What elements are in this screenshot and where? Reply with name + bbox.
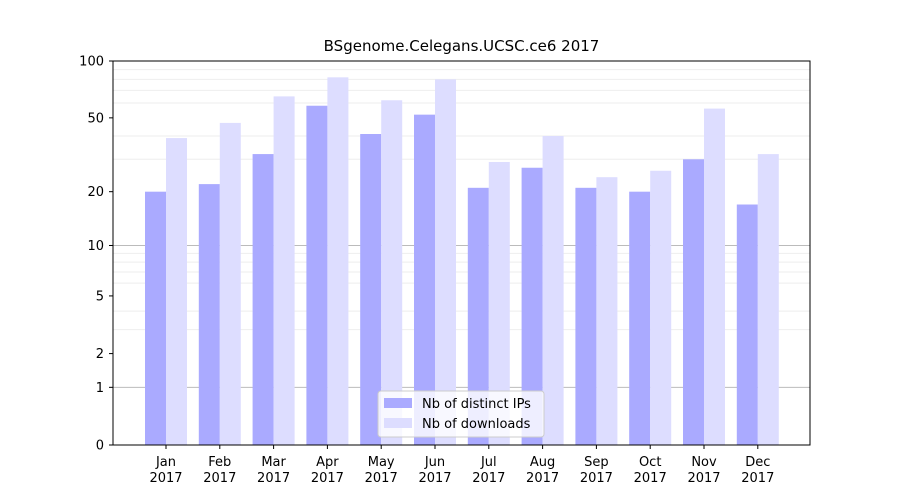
x-tick-label: May 2017 [365, 455, 398, 486]
x-tick-label: Mar 2017 [257, 455, 290, 486]
legend-label: Nb of downloads [422, 417, 531, 432]
bar-downloads [219, 122, 241, 445]
bar-distinct-ips [145, 191, 166, 445]
y-tick-label: 1 [96, 381, 104, 396]
bar-distinct-ips [414, 114, 435, 446]
x-tick-label: Aug 2017 [526, 455, 559, 486]
y-tick-label: 20 [87, 185, 104, 200]
x-tick-label: Dec 2017 [741, 455, 774, 486]
x-tick-label: Jul 2017 [472, 455, 505, 486]
legend-label: Nb of distinct IPs [422, 397, 531, 412]
x-tick-label: Jun 2017 [418, 455, 451, 486]
bar-distinct-ips [198, 184, 220, 446]
bar-distinct-ips [252, 154, 274, 446]
plot-frame [112, 60, 811, 446]
y-tick-label: 5 [96, 289, 104, 304]
bar-downloads [704, 108, 725, 446]
x-tick-label: Sep 2017 [580, 455, 613, 486]
bar-downloads [273, 96, 295, 445]
x-tick-label: Apr 2017 [311, 455, 344, 486]
bar-distinct-ips [736, 204, 758, 445]
legend-box [377, 390, 545, 438]
legend: Nb of distinct IPs Nb of downloads [377, 390, 545, 438]
y-tick-label: 0 [96, 439, 104, 454]
bar-downloads [327, 77, 349, 445]
bar-downloads [166, 138, 187, 445]
legend-swatch [384, 418, 412, 428]
y-tick-label: 10 [87, 239, 104, 254]
bar-downloads [757, 154, 779, 446]
y-tick-label: 100 [79, 55, 104, 70]
legend-swatch [384, 398, 412, 408]
bars [145, 77, 779, 446]
y-axis: 0 1 2 5 10 20 50 100 [79, 55, 113, 454]
y-tick-label: 50 [87, 111, 104, 126]
bar-distinct-ips [575, 187, 597, 445]
bar-downloads [542, 136, 564, 445]
x-axis: Jan 2017 Feb 2017 Mar 2017 Apr 2017 May 2017 Jun 20… [149, 445, 774, 486]
bar-downloads [488, 162, 510, 445]
bar-distinct-ips [629, 191, 651, 445]
x-tick-label: Nov 2017 [687, 455, 720, 486]
y-tick-label: 2 [96, 347, 104, 362]
bar-distinct-ips [521, 167, 543, 445]
bar-distinct-ips [306, 105, 328, 446]
bar-distinct-ips [683, 159, 704, 445]
x-tick-label: Jan 2017 [149, 455, 182, 486]
bar-downloads [650, 170, 672, 445]
bar-downloads [596, 177, 618, 446]
bar-downloads [435, 79, 456, 446]
bar-distinct-ips [467, 187, 489, 445]
bar-distinct-ips [360, 134, 382, 445]
chart-title: BSgenome.Celegans.UCSC.ce6 2017 [324, 37, 600, 55]
x-tick-label: Feb 2017 [203, 455, 236, 486]
x-tick-label: Oct 2017 [634, 455, 667, 486]
bar-downloads [381, 100, 403, 446]
